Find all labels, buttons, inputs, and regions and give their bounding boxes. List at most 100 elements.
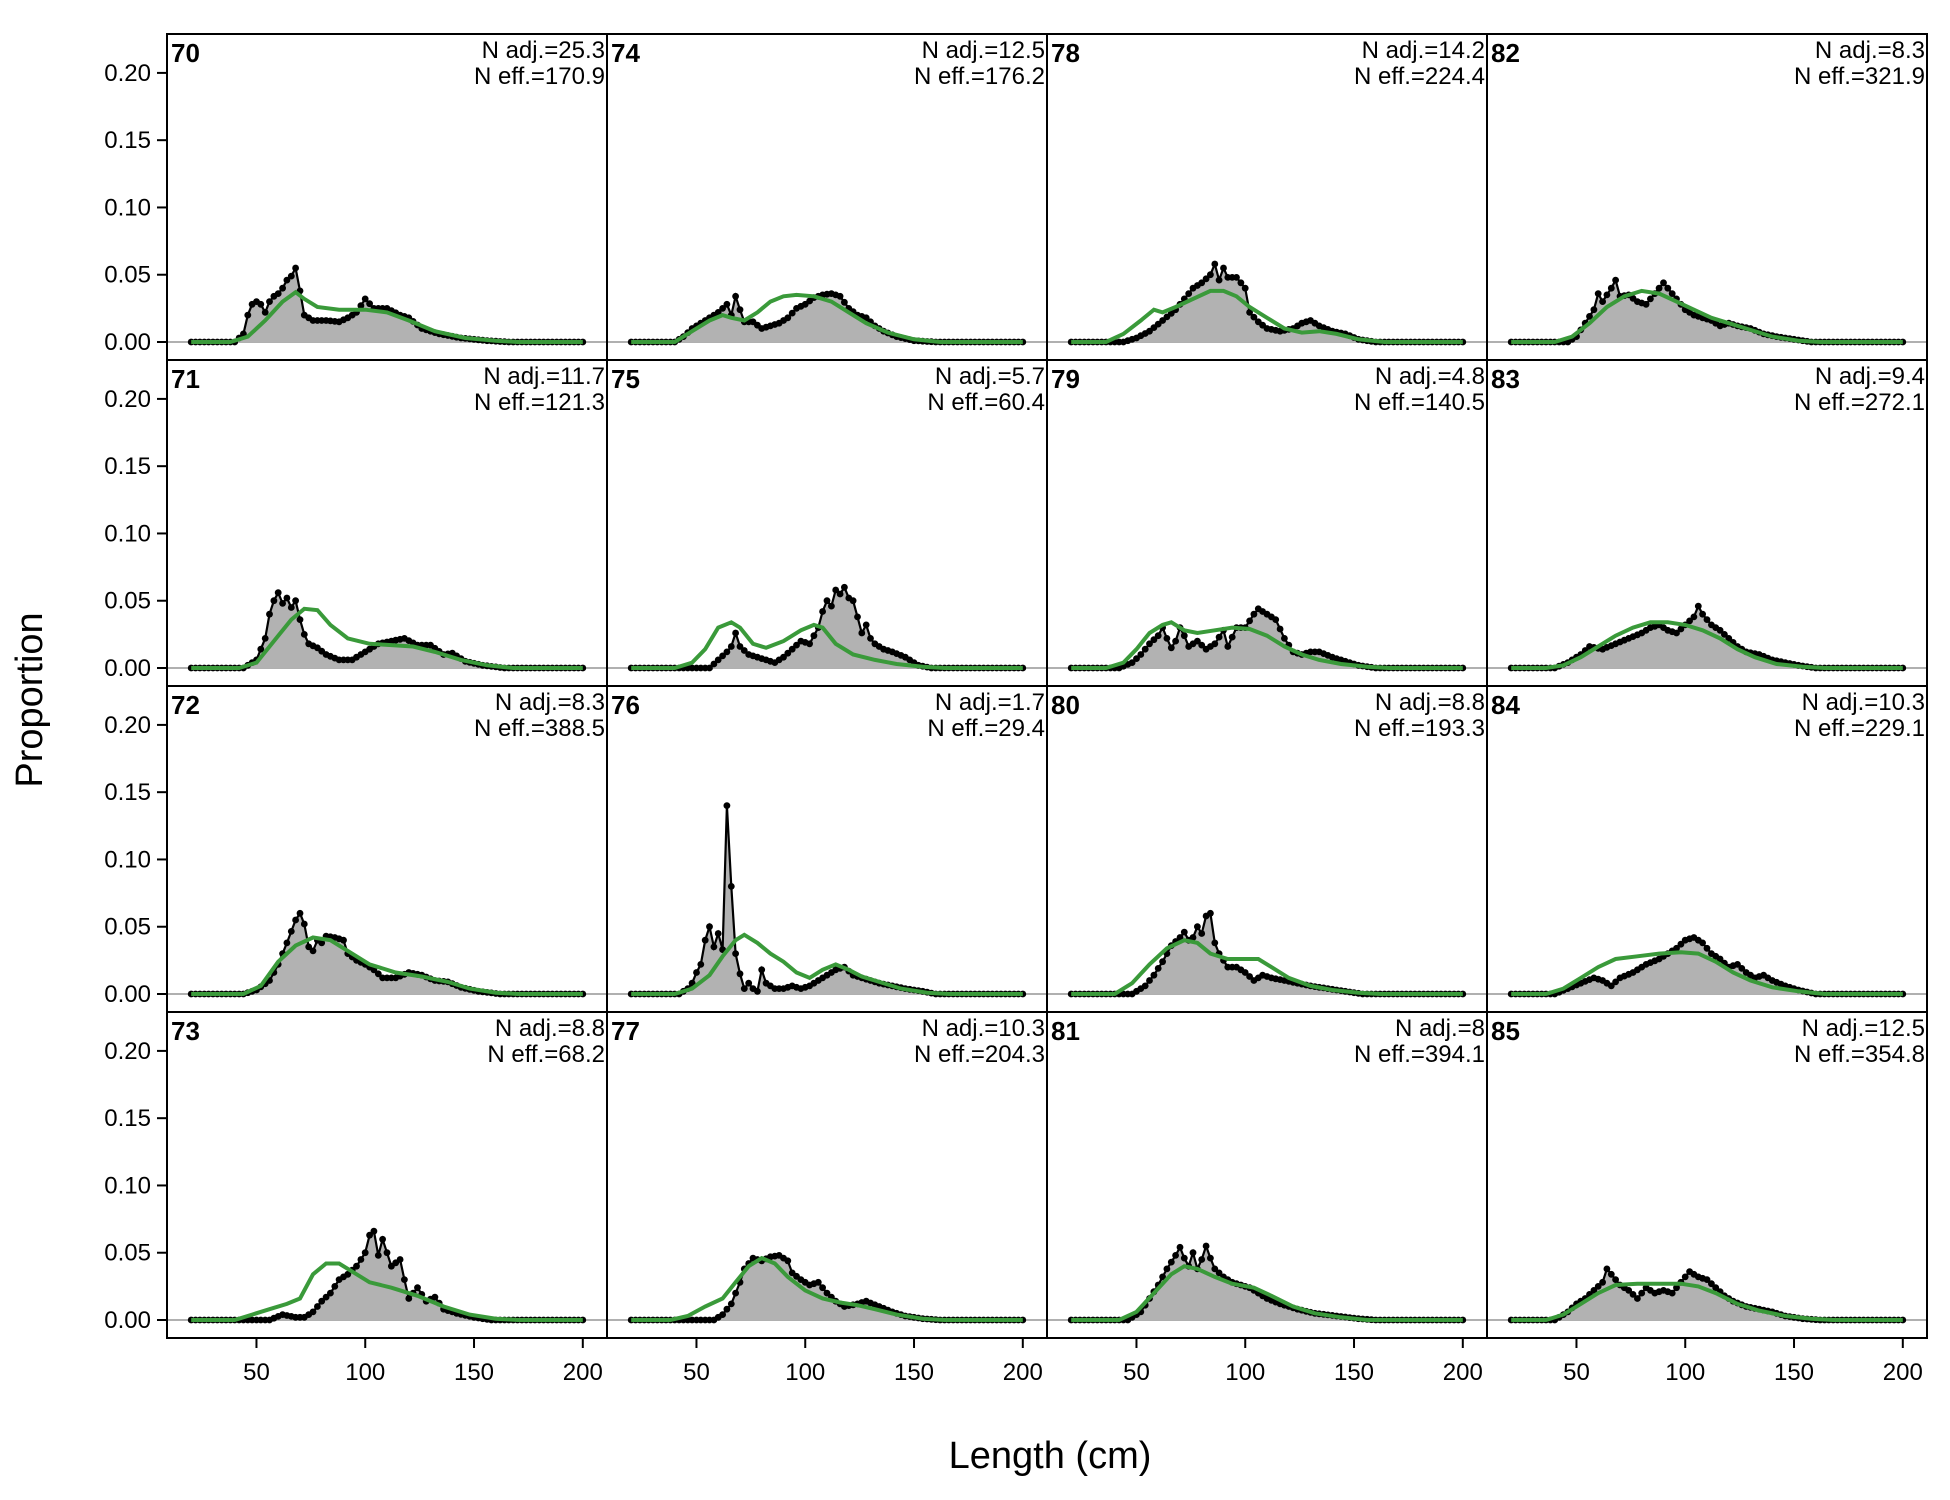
observed-point — [1716, 626, 1724, 634]
observed-point — [361, 295, 369, 303]
observed-point — [1189, 1249, 1197, 1257]
expected-line — [1071, 620, 1463, 670]
observed-point — [806, 640, 813, 648]
observed-point — [1202, 1242, 1210, 1250]
observed-point — [714, 656, 722, 664]
observed-point — [788, 645, 796, 653]
observed-point — [1664, 284, 1672, 292]
observed-point — [1677, 940, 1685, 948]
observed-point — [1690, 613, 1698, 621]
observed-point — [401, 1276, 408, 1283]
observed-point — [274, 589, 282, 597]
observed-point — [283, 276, 291, 284]
panel-75: 75 N adj.=5.7N eff.=60.4 — [606, 359, 1048, 687]
observed-point — [736, 970, 744, 978]
panel-81: 81 N adj.=8N eff.=394.1 50 100 150 200 — [1046, 1011, 1488, 1386]
observed-point — [396, 1256, 404, 1263]
observed-point — [736, 306, 744, 314]
observed-area — [191, 1231, 583, 1320]
observed-area — [1511, 937, 1903, 994]
n-adj-label: N adj.=12.5 — [922, 37, 1045, 64]
x-tick-label: 50 — [1563, 1359, 1590, 1386]
panel-71: 71 N adj.=11.7N eff.=121.3 0.00 0.05 0.10 0.1… — [104, 359, 608, 687]
observed-point — [1163, 1265, 1171, 1273]
observed-point — [1716, 955, 1724, 963]
observed-point — [723, 300, 731, 308]
observed-point — [1185, 290, 1193, 297]
observed-point — [1655, 284, 1663, 292]
n-eff-label: N eff.=176.2 — [914, 63, 1045, 90]
observed-point — [727, 1300, 735, 1308]
panel-84: 84 N adj.=10.3N eff.=229.1 — [1486, 685, 1928, 1013]
expected-line — [1511, 1281, 1903, 1322]
observed-point — [732, 629, 739, 637]
observed-point — [1176, 934, 1184, 941]
observed-point — [697, 961, 705, 968]
observed-point — [1133, 655, 1140, 662]
observed-point — [1703, 1276, 1711, 1283]
observed-point — [1198, 1256, 1206, 1263]
observed-point — [1176, 1243, 1184, 1251]
panel-74: 74 N adj.=12.5N eff.=176.2 — [606, 33, 1048, 361]
observed-point — [270, 597, 278, 605]
observed-point — [1207, 1254, 1214, 1262]
observed-point — [361, 1249, 369, 1257]
observed-point — [1612, 276, 1619, 284]
expected-line — [631, 1255, 1023, 1322]
observed-point — [292, 916, 299, 924]
y-tick-label: 0.10 — [104, 194, 151, 221]
y-tick-label: 0.20 — [104, 386, 151, 413]
observed-point — [784, 1257, 792, 1265]
observed-point — [1237, 279, 1245, 287]
observed-point — [366, 300, 373, 308]
observed-point — [854, 613, 861, 621]
observed-point — [1272, 616, 1280, 623]
n-eff-label: N eff.=229.1 — [1794, 715, 1925, 742]
observed-point — [1629, 1291, 1637, 1298]
panel-year-label: 70 — [171, 38, 200, 68]
observed-point — [1699, 939, 1706, 947]
x-tick-label: 200 — [1443, 1359, 1483, 1386]
n-eff-label: N eff.=121.3 — [474, 389, 605, 416]
x-tick-label: 200 — [1003, 1359, 1043, 1386]
expected-line — [1071, 1264, 1463, 1322]
observed-point — [719, 1311, 726, 1318]
n-adj-label: N adj.=4.8 — [1375, 363, 1485, 390]
observed-point — [1677, 625, 1685, 633]
observed-point — [1590, 306, 1598, 314]
expected-line — [631, 932, 1023, 996]
observed-point — [1154, 632, 1162, 640]
y-axis-title: Proportion — [9, 612, 51, 787]
observed-point — [814, 1278, 822, 1286]
observed-point — [1167, 644, 1175, 652]
observed-area — [1071, 608, 1463, 668]
observed-point — [1211, 939, 1219, 947]
y-tick-label: 0.05 — [104, 588, 151, 615]
observed-area — [1511, 1268, 1903, 1320]
observed-point — [1738, 965, 1746, 972]
observed-point — [1607, 284, 1615, 292]
observed-point — [1612, 1276, 1619, 1283]
observed-point — [1246, 973, 1253, 980]
x-tick-label: 100 — [785, 1359, 825, 1386]
y-tick-label: 0.20 — [104, 60, 151, 87]
observed-point — [244, 311, 252, 319]
observed-point — [1228, 633, 1236, 641]
observed-point — [1128, 659, 1136, 666]
observed-point — [1141, 982, 1149, 990]
n-eff-label: N eff.=321.9 — [1794, 63, 1925, 90]
observed-point — [1211, 260, 1219, 268]
observed-point — [374, 1252, 382, 1259]
observed-point — [1246, 617, 1253, 625]
observed-point — [1599, 298, 1606, 305]
observed-point — [283, 594, 291, 602]
observed-point — [1146, 977, 1153, 984]
observed-point — [1241, 284, 1249, 292]
observed-point — [1594, 290, 1602, 297]
observed-point — [431, 1293, 439, 1301]
observed-point — [841, 583, 848, 591]
observed-area — [631, 293, 1023, 342]
n-eff-label: N eff.=60.4 — [927, 389, 1045, 416]
y-tick-label: 0.15 — [104, 779, 151, 806]
x-tick-label: 100 — [1225, 1359, 1265, 1386]
